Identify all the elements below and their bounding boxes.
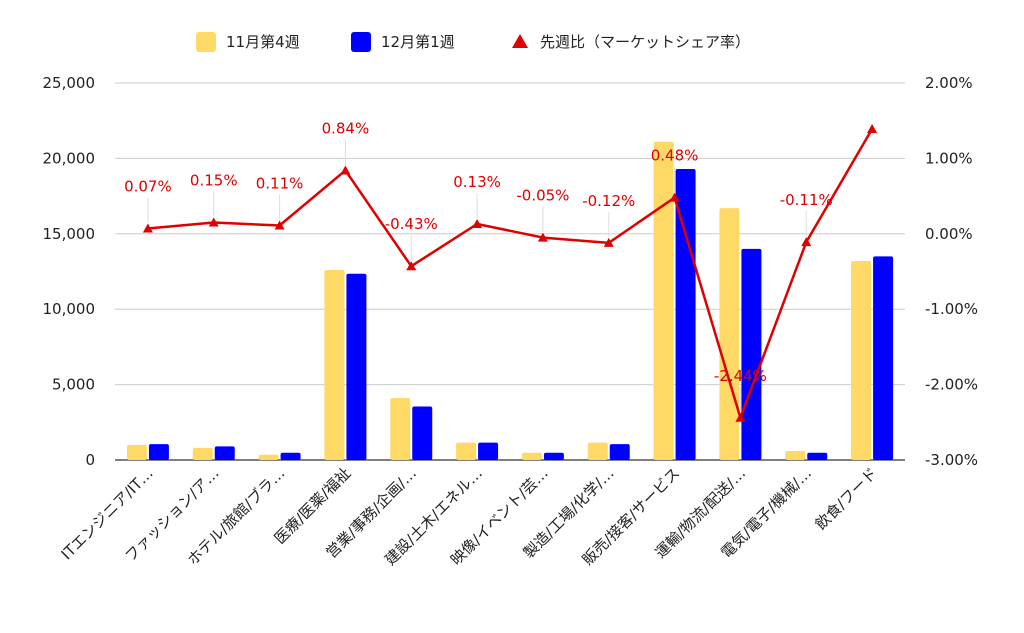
bar-week1-dec [214,446,235,460]
data-label: 0.07% [124,178,172,196]
share-change-marker [669,192,680,202]
right-axis: -3.00% -2.00% -1.00% 0.00% 1.00% 2.00% [925,74,978,469]
bar-week4-nov [324,269,345,460]
legend-swatch-dec [351,32,371,52]
bar-week1-dec [741,248,762,460]
left-tick-label: 10,000 [43,300,96,318]
left-tick-label: 5,000 [52,376,95,394]
data-label: -0.05% [516,187,569,205]
left-tick-label: 20,000 [43,149,96,167]
bar-week4-nov [126,444,147,460]
bar-week1-dec [478,442,499,460]
left-tick-label: 25,000 [43,74,96,92]
gridlines [115,82,905,461]
data-label: -0.43% [385,215,438,233]
bar-week1-dec [346,273,367,460]
legend-label-share: 先週比（マーケットシェア率） [540,33,750,51]
right-tick-label: -1.00% [925,300,978,318]
right-tick-label: -3.00% [925,451,978,469]
bar-week4-nov [653,141,674,460]
legend: 11月第4週 12月第1週 先週比（マーケットシェア率） [196,32,750,52]
share-change-line [147,128,874,420]
bar-week4-nov [390,398,411,460]
bar-week4-nov [258,454,279,460]
bar-week4-nov [521,452,542,460]
line-series [142,123,878,422]
share-change-marker [340,165,351,175]
share-change-marker [801,237,812,247]
legend-label-nov: 11月第4週 [226,33,300,51]
right-tick-label: -2.00% [925,376,978,394]
data-label: 0.48% [651,147,699,165]
left-tick-label: 15,000 [43,225,96,243]
right-tick-label: 0.00% [925,225,973,243]
bar-week4-nov [785,450,806,460]
share-change-marker [603,237,614,247]
category-label: 飲食/フード [812,464,881,533]
category-axis: ITエンジニア/IT…ファッション/ア…ホテル/旅館/ブラ…医療/医薬/福祉営業… [58,464,881,569]
legend-label-dec: 12月第1週 [381,33,455,51]
data-labels: 0.07% 0.15% 0.11% 0.84% -0.43% 0.13% -0.05% -0.… [124,119,833,412]
bar-week4-nov [192,447,213,460]
share-change-marker [142,223,153,233]
legend-swatch-nov [196,32,216,52]
data-label: 0.15% [190,171,238,189]
data-label: 0.13% [453,173,501,191]
share-change-marker [537,232,548,242]
share-change-marker [867,123,878,133]
bar-week4-nov [587,442,608,460]
bar-week1-dec [609,444,630,460]
bar-week1-dec [280,452,301,460]
bar-week1-dec [675,168,696,460]
bar-week1-dec [412,406,433,460]
bar-week1-dec [543,452,564,460]
left-axis: 0 5,000 10,000 15,000 20,000 25,000 [43,74,96,469]
share-change-marker [472,218,483,228]
right-tick-label: 2.00% [925,74,973,92]
data-label: -2.44% [714,367,767,385]
share-change-marker [406,261,417,271]
data-label: -0.12% [582,192,635,210]
bar-series [126,141,894,460]
right-tick-label: 1.00% [925,149,973,167]
left-tick-label: 0 [85,451,95,469]
bar-week1-dec [873,256,894,460]
share-change-marker [208,217,219,227]
share-change-marker [274,220,285,230]
data-label: 0.84% [322,119,370,137]
data-label: -0.11% [780,191,833,209]
bar-week4-nov [851,260,872,460]
share-change-marker [735,412,746,422]
bar-week1-dec [807,452,828,460]
legend-triangle-icon [512,34,528,48]
bar-week1-dec [148,444,169,460]
bar-week4-nov [719,208,740,460]
data-label: 0.11% [256,175,304,193]
bar-week4-nov [456,442,477,460]
